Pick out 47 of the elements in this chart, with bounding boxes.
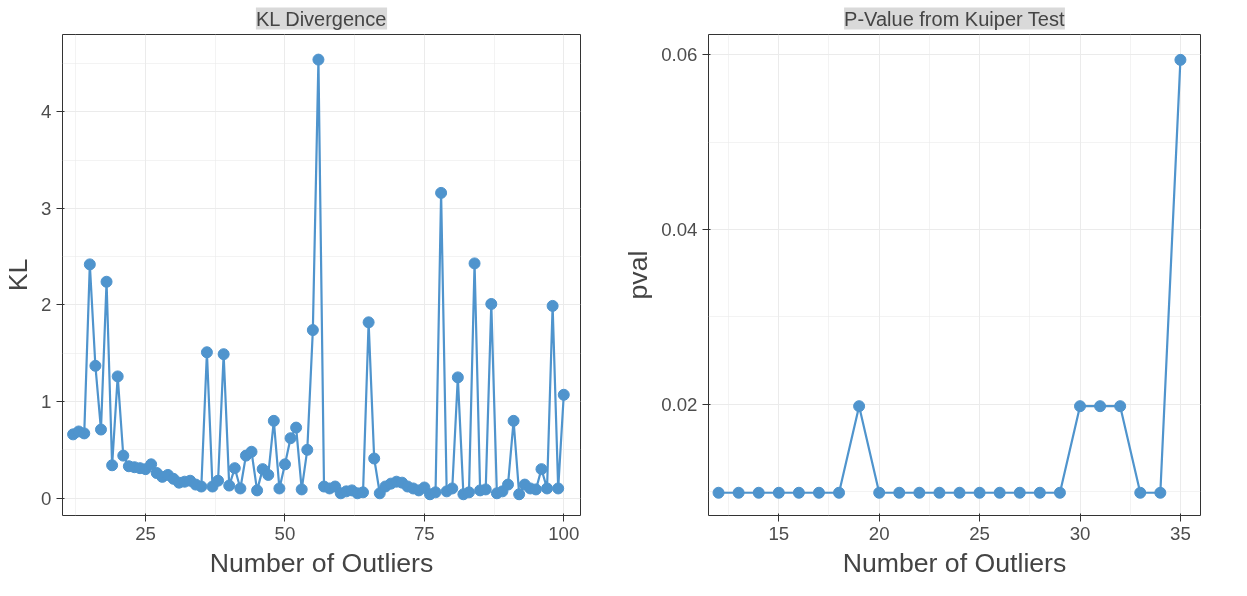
- y-tick-label: 1: [41, 391, 52, 413]
- point: [993, 486, 1006, 499]
- x-tick-label: 30: [1069, 522, 1091, 544]
- point: [953, 486, 966, 499]
- point: [973, 486, 986, 499]
- point: [1134, 486, 1147, 499]
- x-tick-label: 15: [768, 522, 790, 544]
- chart-title: P-Value from Kuiper Test: [844, 7, 1065, 30]
- x-tick-label: 35: [1170, 522, 1191, 544]
- x-tick-label: 75: [414, 522, 435, 544]
- y-tick-label: 4: [41, 101, 52, 123]
- point: [893, 486, 906, 499]
- point: [1033, 486, 1046, 499]
- point: [1174, 53, 1187, 66]
- y-tick-label: 0.04: [661, 219, 698, 241]
- x-tick-label: 20: [868, 522, 890, 544]
- point: [833, 486, 846, 499]
- point: [1094, 400, 1107, 413]
- y-axis-title: pval: [623, 250, 654, 300]
- point: [752, 486, 765, 499]
- point: [792, 486, 805, 499]
- point: [1154, 486, 1167, 499]
- y-axis-title: KL: [3, 258, 34, 292]
- x-axis-title: Number of Outliers: [842, 547, 1067, 578]
- point: [812, 486, 825, 499]
- point: [1114, 400, 1127, 413]
- y-tick-label: 2: [41, 294, 52, 316]
- y-tick-label: 0.02: [661, 393, 698, 415]
- point: [873, 486, 886, 499]
- x-tick-label: 50: [274, 522, 296, 544]
- point: [853, 400, 866, 413]
- point: [1074, 400, 1087, 413]
- point: [712, 486, 725, 499]
- point: [913, 486, 926, 499]
- point: [772, 486, 785, 499]
- x-axis-title: Number of Outliers: [209, 547, 434, 578]
- point: [933, 486, 946, 499]
- x-tick-label: 25: [135, 522, 156, 544]
- x-tick-label: 25: [969, 522, 990, 544]
- point: [1053, 486, 1066, 499]
- y-tick-label: 0.06: [661, 44, 698, 66]
- x-tick-label: 100: [548, 522, 580, 544]
- point: [732, 486, 745, 499]
- point: [1013, 486, 1026, 499]
- y-tick-label: 0: [41, 487, 52, 509]
- chart-title: KL Divergence: [255, 7, 387, 30]
- y-tick-label: 3: [41, 197, 52, 219]
